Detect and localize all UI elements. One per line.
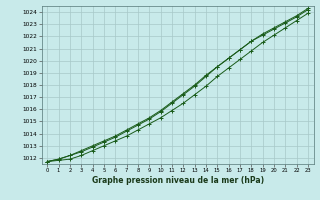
X-axis label: Graphe pression niveau de la mer (hPa): Graphe pression niveau de la mer (hPa) [92,176,264,185]
